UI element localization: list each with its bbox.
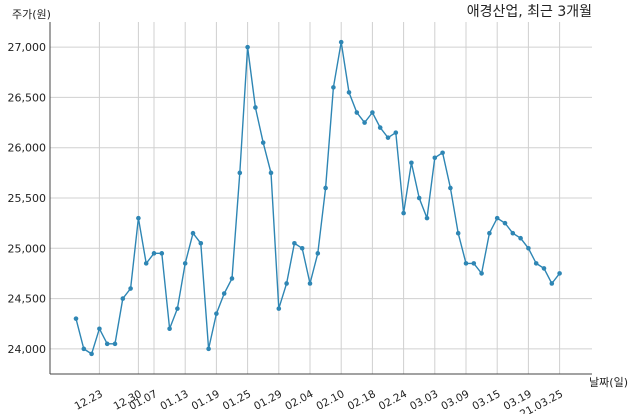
x-tick-label: 03.03	[408, 388, 440, 413]
price-point	[292, 240, 297, 246]
x-axis-label: 날짜(일)	[589, 375, 628, 389]
price-point	[526, 245, 531, 251]
price-point	[128, 286, 133, 291]
price-point	[190, 230, 196, 236]
price-point	[307, 281, 313, 286]
price-point	[104, 341, 110, 347]
x-tick-label: 02.18	[346, 388, 378, 413]
price-point	[409, 160, 414, 166]
x-tick-label: 01.19	[190, 388, 222, 413]
price-point	[440, 150, 445, 156]
price-point	[455, 230, 461, 236]
price-point	[97, 326, 102, 332]
y-tick-label: 24,500	[8, 293, 47, 306]
price-point	[487, 230, 492, 236]
price-point	[416, 195, 422, 201]
x-tick-label: 01.13	[158, 388, 190, 413]
price-point	[338, 39, 344, 45]
price-point	[159, 251, 165, 256]
y-tick-label: 25,500	[8, 192, 47, 205]
price-point	[73, 316, 79, 321]
price-point	[284, 281, 289, 286]
price-point	[206, 346, 211, 352]
x-tick-label: 02.04	[283, 388, 315, 413]
y-tick-label: 27,000	[8, 41, 47, 54]
price-point	[479, 271, 484, 276]
price-point	[393, 130, 399, 135]
price-point	[463, 261, 469, 266]
price-point	[253, 105, 258, 110]
price-point	[214, 311, 219, 316]
y-axis-label: 주가(원)	[12, 8, 51, 21]
price-point	[237, 170, 243, 176]
x-tick-label: 03.09	[439, 388, 471, 413]
price-point	[245, 44, 250, 50]
price-point	[323, 185, 328, 191]
price-point	[198, 240, 204, 246]
y-tick-label: 25,000	[8, 242, 47, 255]
x-tick-label: 03.15	[470, 388, 502, 413]
price-point	[151, 251, 157, 256]
price-point	[362, 120, 367, 125]
price-point	[557, 271, 562, 276]
price-point	[136, 215, 141, 221]
price-point	[299, 245, 305, 251]
price-point	[221, 291, 227, 296]
x-tick-label: 01.29	[252, 388, 284, 413]
price-point	[502, 220, 508, 226]
price-point	[81, 346, 87, 352]
price-point	[268, 170, 274, 176]
price-point	[276, 306, 282, 311]
price-point	[549, 281, 555, 286]
price-point	[260, 140, 266, 145]
price-point	[432, 155, 438, 161]
price-point	[370, 110, 375, 115]
price-point	[385, 135, 391, 140]
price-point	[331, 85, 336, 90]
price-point	[424, 215, 430, 221]
price-point	[143, 261, 149, 266]
y-tick-label: 26,500	[8, 91, 47, 104]
price-point	[112, 341, 118, 347]
price-point	[167, 326, 172, 332]
price-point	[354, 110, 360, 115]
price-point	[377, 125, 383, 130]
price-point	[229, 276, 235, 281]
y-tick-label: 26,000	[8, 142, 47, 155]
x-tick-label: 01.25	[221, 388, 253, 413]
price-point	[346, 90, 352, 95]
price-point	[120, 296, 126, 301]
x-tick-label: 12.23	[73, 388, 105, 413]
price-point	[510, 230, 516, 236]
y-tick-label: 24,000	[8, 343, 47, 356]
price-point	[401, 210, 406, 216]
price-point	[175, 306, 180, 311]
chart-title: 애경산업, 최근 3개월	[467, 4, 592, 20]
x-tick-label: 02.24	[377, 388, 409, 413]
price-point	[315, 251, 321, 256]
price-point	[541, 266, 547, 271]
price-point	[448, 185, 453, 191]
price-point	[182, 261, 188, 266]
x-tick-label: 02.10	[314, 388, 346, 413]
price-point	[89, 351, 94, 357]
price-point	[518, 235, 523, 241]
price-point	[533, 261, 539, 266]
price-point	[494, 215, 500, 221]
price-point	[471, 261, 477, 266]
